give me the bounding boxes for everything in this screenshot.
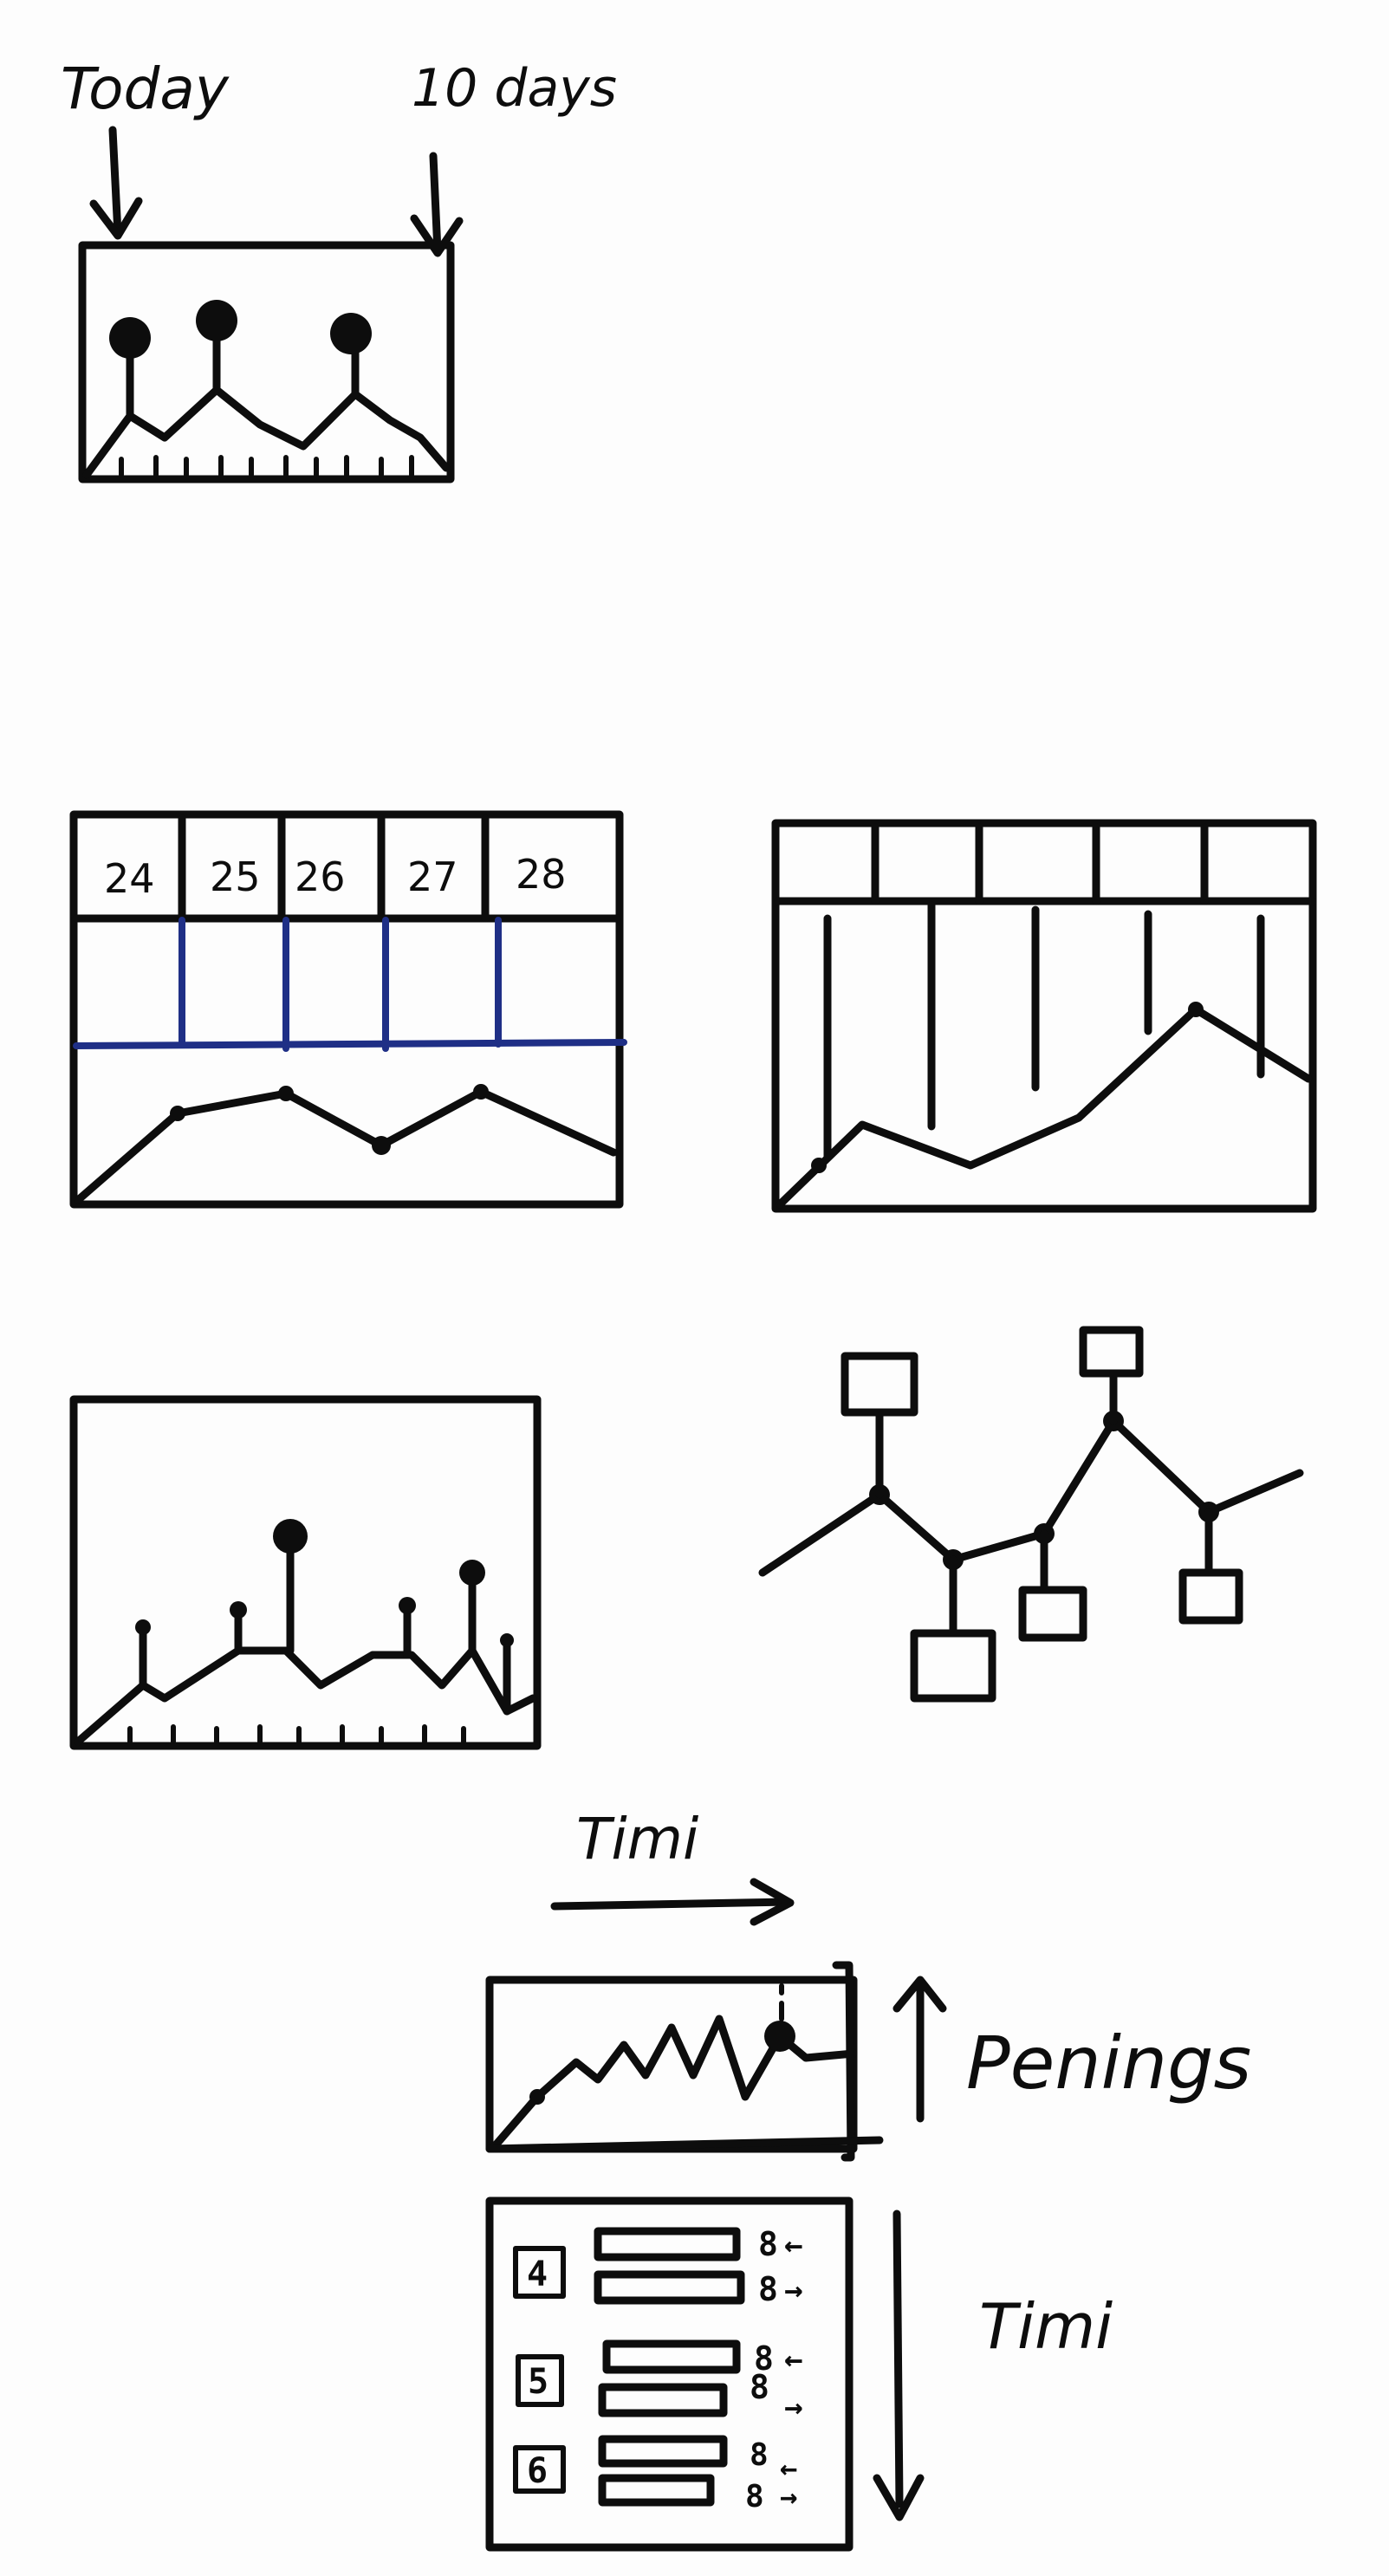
events-line (74, 1646, 537, 1746)
day-label-1: 24 (104, 855, 155, 902)
list-item-bar-2b (598, 2383, 728, 2417)
timeline-chart-line (490, 2015, 858, 2151)
list-item-in-arrow-2: ← (784, 2342, 803, 2378)
columns-header-cells (871, 823, 1209, 905)
ten-days-arrow (410, 152, 464, 257)
calendar-sketch: 24 25 26 27 28 (69, 810, 627, 1209)
callout-box-1 (841, 1352, 918, 1417)
calendar-frame (69, 810, 624, 1209)
day-label-5: 28 (516, 851, 567, 898)
list-item-bar-2a (602, 2339, 741, 2374)
list-item-bar-3a (598, 2435, 728, 2468)
forecast-frame (78, 241, 455, 483)
list-item-in-arrow-3: ← (780, 2451, 797, 2486)
timeline-start-dot (529, 2089, 545, 2105)
ten-days-label: 10 days (412, 58, 617, 119)
time-arrow-right (550, 1878, 795, 1926)
event-marker-main (273, 1519, 308, 1554)
list-item-count-out-2: 8 (750, 2368, 769, 2406)
callout-box-5 (1178, 1568, 1243, 1625)
event-marker-4 (399, 1597, 416, 1614)
list-item-bar-3b (598, 2474, 715, 2507)
day-label-2: 25 (210, 853, 261, 900)
timeline-current-marker (764, 2021, 795, 2052)
columns-frame (771, 819, 1317, 1213)
list-item-number-2: 5 (528, 2362, 548, 2402)
day-label-3: 26 (295, 853, 346, 900)
callout-box-2 (910, 1629, 996, 1703)
columns-dot-1 (811, 1158, 827, 1173)
event-marker-1 (135, 1619, 151, 1635)
trend-dot-2 (278, 1086, 294, 1101)
penings-up-arrow (892, 1976, 947, 2123)
trend-dot-3 (372, 1136, 391, 1155)
list-item-count-in-2: 8 (754, 2339, 774, 2378)
list-item-count-in-3: 8 (750, 2437, 769, 2473)
pin-marker-2 (196, 300, 237, 341)
pin-marker-1 (109, 317, 151, 359)
list-item-out-arrow-1: → (784, 2273, 803, 2308)
event-marker-6 (500, 1633, 514, 1647)
penings-label: Penings (966, 2021, 1251, 2106)
forecast-ticks (119, 455, 414, 477)
list-item-number-1: 4 (527, 2255, 548, 2294)
today-label: Today (61, 55, 230, 122)
day-label-4: 27 (407, 853, 458, 900)
events-sketch (69, 1395, 542, 1750)
list-item-count-in-1: 8 (758, 2225, 778, 2263)
list-item-number-box-3 (513, 2445, 566, 2494)
calendar-day-dividers (178, 814, 490, 923)
list-item-count-out-3: 8 (745, 2479, 764, 2514)
time-axis-sketch: Timi Penings (485, 1806, 1251, 2162)
callout-line (758, 1417, 1304, 1577)
list-item-in-arrow-1: ← (784, 2228, 803, 2263)
timeline-side-bracket (832, 1961, 855, 2162)
callout-box-4 (1079, 1326, 1144, 1378)
columns-dot-2 (1188, 1002, 1204, 1017)
columns-bars (823, 901, 1265, 1161)
calendar-blue-markers (73, 917, 627, 1052)
timeline-base (485, 2136, 884, 2153)
event-marker-5 (459, 1560, 485, 1586)
columns-trend-line (776, 1005, 1313, 1209)
trend-dot-4 (473, 1084, 489, 1100)
pin-marker-3 (330, 313, 372, 354)
list-item-number-box-2 (516, 2354, 564, 2407)
trend-dot-1 (170, 1106, 185, 1121)
list-item-out-arrow-3: → (780, 2480, 797, 2514)
today-arrow (89, 126, 143, 240)
events-ticks (127, 1724, 466, 1744)
columns-sketch (771, 819, 1317, 1213)
time-side-label: Timi (979, 2290, 1113, 2363)
callout-sketch (758, 1326, 1304, 1703)
list-item-count-out-1: 8 (758, 2270, 778, 2308)
events-stems (139, 1534, 511, 1716)
time-top-label: Timi (576, 1806, 699, 1872)
events-frame (69, 1395, 542, 1750)
list-item-bar-1b (594, 2270, 745, 2305)
forecast-line (82, 386, 451, 479)
list-item-number-box-1 (513, 2246, 566, 2299)
event-list-frame (485, 2196, 854, 2552)
time-down-arrow (873, 2209, 925, 2521)
event-list-sketch: 4 8 ← 8 → 5 8 ← 8 → 6 8 ← 8 → Timi (485, 2196, 1113, 2552)
timeline-chart-frame (485, 1976, 858, 2153)
forecast-pins (109, 300, 372, 420)
forecast-sketch: Today 10 days (61, 55, 617, 483)
event-marker-2 (230, 1601, 247, 1619)
list-item-number-3: 6 (527, 2451, 548, 2491)
list-item-bar-1a (594, 2227, 741, 2261)
calendar-trend-line (74, 1087, 618, 1204)
callout-box-3 (1018, 1586, 1087, 1642)
list-item-out-arrow-2: → (784, 2390, 803, 2425)
